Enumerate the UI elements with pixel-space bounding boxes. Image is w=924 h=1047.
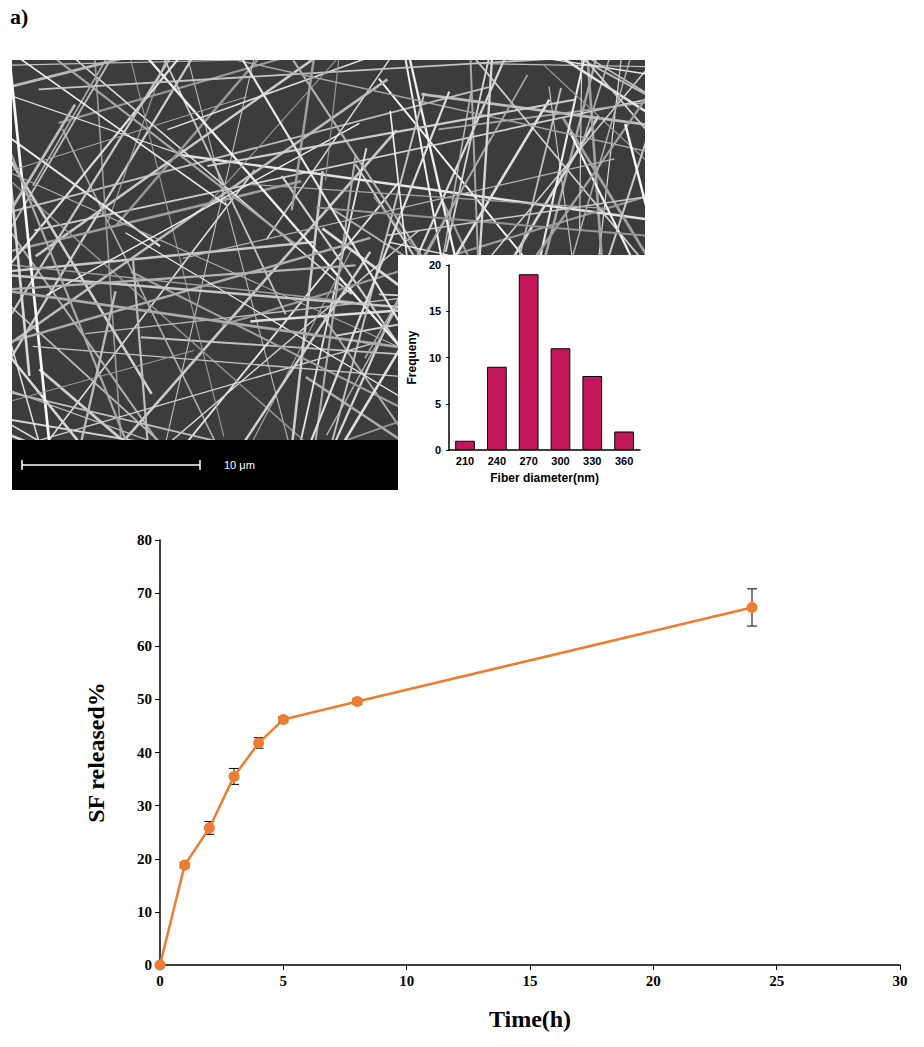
svg-text:270: 270 [519, 455, 537, 467]
svg-text:20: 20 [429, 259, 441, 271]
svg-text:Fiber diameter(nm): Fiber diameter(nm) [490, 471, 599, 485]
svg-text:60: 60 [137, 638, 152, 654]
svg-text:5: 5 [435, 398, 441, 410]
svg-text:15: 15 [523, 973, 538, 989]
svg-text:10: 10 [137, 904, 152, 920]
svg-text:30: 30 [137, 798, 152, 814]
svg-text:50: 50 [137, 691, 152, 707]
svg-text:80: 80 [137, 532, 152, 548]
svg-text:15: 15 [429, 305, 441, 317]
svg-text:10: 10 [429, 352, 441, 364]
html-text:a): a) [10, 4, 29, 29]
svg-text:330: 330 [583, 455, 601, 467]
svg-text:210: 210 [456, 455, 474, 467]
svg-text:10: 10 [399, 973, 414, 989]
svg-text:40: 40 [137, 745, 152, 761]
svg-text:0: 0 [145, 957, 153, 973]
svg-text:0: 0 [156, 973, 164, 989]
svg-text:25: 25 [769, 973, 784, 989]
svg-text:360: 360 [615, 455, 633, 467]
svg-text:SF released%: SF released% [83, 682, 109, 823]
svg-text:240: 240 [488, 455, 506, 467]
svg-text:30: 30 [893, 973, 908, 989]
svg-text:Frequeny: Frequeny [405, 330, 419, 384]
svg-text:20: 20 [646, 973, 661, 989]
svg-text:20: 20 [137, 851, 152, 867]
svg-text:5: 5 [280, 973, 288, 989]
svg-text:300: 300 [551, 455, 569, 467]
svg-text:70: 70 [137, 585, 152, 601]
svg-text:0: 0 [435, 444, 441, 456]
svg-text:10 μm: 10 μm [224, 459, 255, 471]
svg-text:Time(h): Time(h) [489, 1006, 571, 1032]
